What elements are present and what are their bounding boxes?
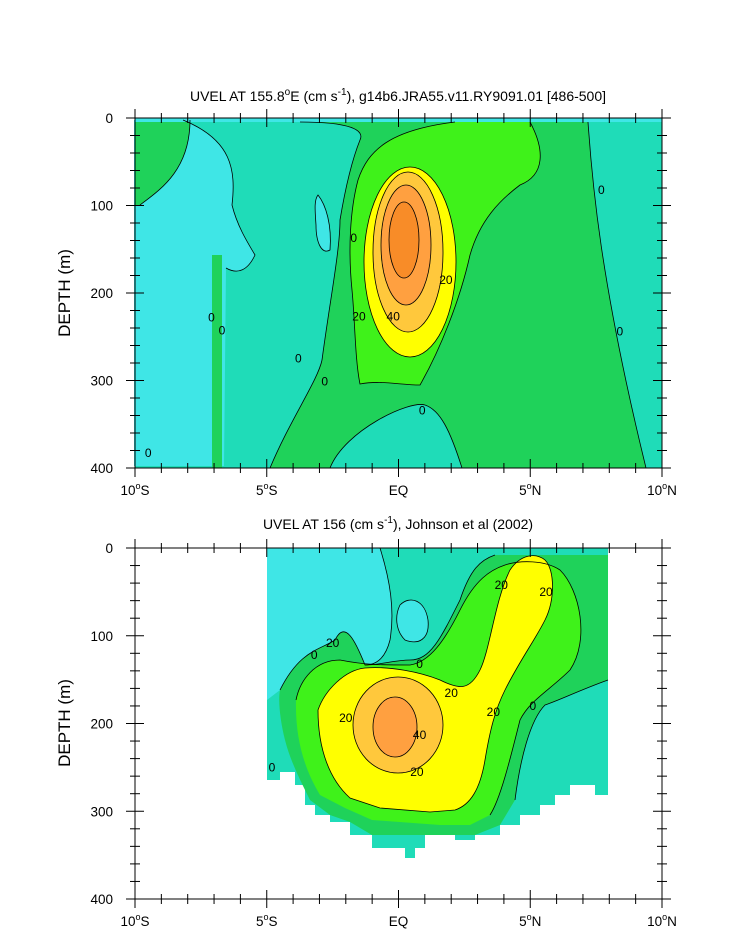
contour-label-model-10: 40 [387, 310, 401, 324]
x-tick-label-obs-1: 5oS [256, 912, 278, 929]
contour-label-model-6: 0 [419, 403, 426, 417]
y-tick-label-model-2: 200 [90, 286, 113, 301]
obs-line-0-right [514, 679, 609, 801]
x-tick-label-model-4: 10oN [647, 481, 677, 498]
contour-label-model-2: 0 [219, 324, 226, 338]
fill-0-b [212, 255, 222, 468]
obs-line-10 [295, 561, 582, 816]
contour-line-0-left [139, 119, 191, 206]
contour-label-obs-0: 20 [495, 578, 509, 592]
x-tick-label-model-3: 5oN [519, 481, 541, 498]
contour-line-40 [380, 184, 432, 306]
contour-label-obs-1: 20 [539, 585, 553, 599]
obs-line-m20-b [396, 599, 429, 643]
y-tick-label-model-1: 100 [90, 199, 113, 214]
obs-line-30 [352, 676, 444, 774]
obs-line-40 [372, 696, 418, 758]
contour-label-model-7: 0 [598, 183, 605, 197]
fill-m20-a [134, 120, 255, 466]
contour-line-0-bottom [329, 404, 463, 469]
y-tick-label-model-4: 400 [90, 461, 113, 476]
obs-fill-m20 [267, 548, 392, 700]
contour-line-10 [349, 121, 541, 386]
y-tick-label-obs-3: 300 [90, 804, 113, 819]
x-tick-label-obs-2: EQ [389, 914, 409, 929]
contour-label-model-0: 0 [145, 446, 152, 460]
contour-label-obs-8: 20 [487, 705, 501, 719]
contour-line-m20 [182, 119, 256, 272]
contour-label-obs-2: 20 [326, 636, 340, 650]
x-tick-label-obs-4: 10oN [647, 912, 677, 929]
contour-label-model-5: 0 [350, 231, 357, 245]
contour-label-model-9: 20 [352, 310, 366, 324]
contour-label-model-3: 0 [295, 352, 302, 366]
y-axis-label-model: DEPTH (m) [55, 249, 74, 337]
x-tick-label-obs-0: 10oS [120, 912, 149, 929]
contour-label-obs-10: 0 [269, 760, 276, 774]
x-tick-label-model-0: 10oS [120, 481, 149, 498]
contour-line-30 [372, 171, 444, 333]
contour-label-obs-9: 0 [530, 699, 537, 713]
contour-label-obs-4: 0 [416, 657, 423, 671]
contour-label-model-8: 0 [616, 325, 623, 339]
contour-line-20 [363, 166, 457, 358]
contour-label-obs-11: 20 [410, 765, 424, 779]
contour-label-obs-7: 40 [413, 728, 427, 742]
panel-title-model: UVEL AT 155.8oE (cm s-1), g14b6.JRA55.v1… [190, 87, 606, 104]
contour-line-0-right [587, 121, 647, 469]
panel-model: UVEL AT 155.8oE (cm s-1), g14b6.JRA55.v1… [55, 87, 677, 498]
contour-label-model-11: 20 [439, 273, 453, 287]
obs-line-0 [279, 554, 496, 691]
fill-0 [135, 120, 190, 205]
x-tick-label-obs-3: 5oN [519, 912, 541, 929]
contour-labels-obs: 20 20 20 0 0 20 20 40 20 0 0 20 [269, 578, 553, 779]
obs-line-20 [317, 555, 553, 813]
obs-fill-m20-b [396, 600, 429, 642]
y-tick-label-obs-0: 0 [105, 541, 113, 556]
contour-line-50 [388, 201, 420, 279]
fill-50 [389, 202, 419, 278]
y-axis-label-obs: DEPTH (m) [55, 679, 74, 767]
y-tick-label-model-0: 0 [105, 111, 113, 126]
contour-field-obs [267, 547, 609, 858]
obs-line-m20 [364, 547, 393, 666]
contour-field-model [134, 118, 662, 469]
y-tick-label-obs-2: 200 [90, 717, 113, 732]
y-tick-label-model-3: 300 [90, 374, 113, 389]
contour-label-model-1: 0 [208, 311, 215, 325]
y-tick-label-obs-1: 100 [90, 629, 113, 644]
x-tick-label-model-1: 5oS [256, 481, 278, 498]
x-tick-label-model-2: EQ [389, 483, 409, 498]
contour-label-obs-6: 20 [339, 711, 353, 725]
contour-label-obs-5: 20 [445, 686, 459, 700]
contour-label-obs-3: 0 [311, 648, 318, 662]
contour-line-0-main [269, 121, 362, 469]
obs-fill-40 [373, 697, 417, 757]
fill-m20-b [315, 195, 331, 252]
contour-line-m20-b [314, 194, 331, 252]
contour-label-model-4: 0 [321, 374, 328, 388]
y-tick-label-obs-4: 400 [90, 892, 113, 907]
panel-title-obs: UVEL AT 156 (cm s-1), Johnson et al (200… [263, 515, 533, 532]
panel-obs: UVEL AT 156 (cm s-1), Johnson et al (200… [55, 515, 677, 929]
